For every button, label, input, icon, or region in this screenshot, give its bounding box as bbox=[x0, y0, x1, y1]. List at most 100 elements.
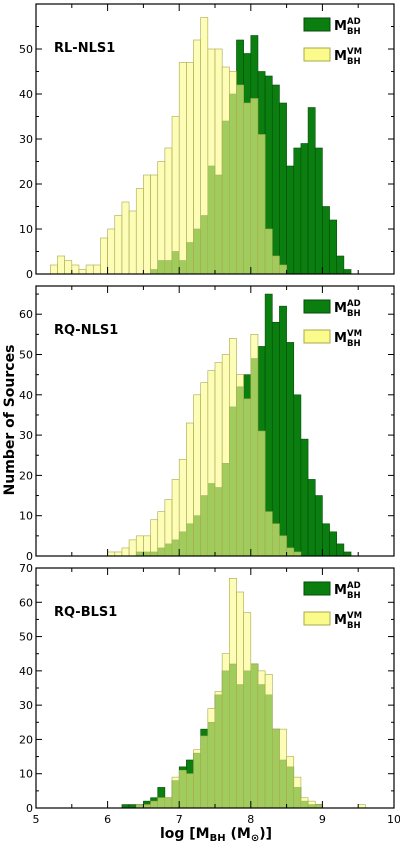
bar-vm bbox=[279, 728, 287, 809]
bar-vm bbox=[200, 17, 209, 275]
bar-ad bbox=[286, 342, 295, 557]
bar-vm bbox=[150, 800, 159, 809]
bar-vm bbox=[92, 264, 101, 275]
bar-ad bbox=[314, 495, 323, 557]
panel-label: RL-NLS1 bbox=[54, 41, 115, 56]
bar-vm bbox=[286, 547, 295, 557]
bar-vm bbox=[128, 210, 137, 275]
bar-vm bbox=[164, 797, 173, 809]
legend-label-vm: MVM BH bbox=[334, 329, 362, 349]
y-tick-label: 40 bbox=[19, 665, 33, 678]
bar-vm bbox=[171, 479, 180, 557]
bar-vm bbox=[221, 354, 230, 557]
bar-vm bbox=[164, 147, 173, 275]
bar-vm bbox=[171, 776, 180, 809]
bar-vm bbox=[271, 728, 280, 809]
y-axis-title: Number of Sources bbox=[2, 345, 18, 496]
x-tick-label: 8 bbox=[247, 813, 254, 826]
y-tick-label: 0 bbox=[26, 268, 33, 281]
legend-swatch-vm bbox=[303, 47, 331, 62]
bar-ad bbox=[329, 219, 338, 275]
bar-ad bbox=[322, 523, 330, 557]
bar-vm bbox=[121, 201, 130, 275]
x-axis-title: log [MBH (M⊙)] bbox=[160, 826, 272, 844]
y-tick-label: 20 bbox=[19, 178, 33, 191]
y-tick-label: 60 bbox=[19, 308, 33, 321]
bar-vm bbox=[271, 523, 280, 557]
y-tick-label: 10 bbox=[19, 223, 33, 236]
bar-vm bbox=[100, 237, 108, 275]
y-tick-label: 40 bbox=[19, 88, 33, 101]
bar-ad bbox=[271, 321, 280, 557]
bar-vm bbox=[78, 269, 87, 275]
bar-vm bbox=[214, 48, 223, 275]
y-tick-label: 60 bbox=[19, 596, 33, 609]
bar-ad bbox=[307, 479, 316, 557]
legend-swatch-vm bbox=[303, 329, 331, 344]
bar-vm bbox=[293, 776, 302, 809]
bar-vm bbox=[157, 511, 166, 557]
bar-vm bbox=[193, 394, 201, 557]
bar-vm bbox=[157, 797, 166, 809]
bar-ad bbox=[300, 438, 309, 557]
legend-label-ad: MAD BH bbox=[334, 581, 361, 601]
bar-vm bbox=[107, 228, 116, 275]
bar-vm bbox=[207, 708, 216, 809]
bar-ad bbox=[279, 305, 287, 557]
y-tick-label: 0 bbox=[26, 802, 33, 815]
bar-vm bbox=[250, 334, 259, 557]
bar-vm bbox=[50, 264, 58, 275]
bar-ad bbox=[343, 551, 352, 557]
x-tick-label: 7 bbox=[176, 813, 183, 826]
y-tick-label: 50 bbox=[19, 349, 33, 362]
legend-label-ad: MAD BH bbox=[334, 299, 361, 319]
panel-rq-bls1: 0 10 20 30 40 50 60 70 RQ-BLS1 MAD BH MVM BH bbox=[19, 562, 395, 815]
bar-ad bbox=[286, 165, 295, 275]
y-tick-label: 50 bbox=[19, 631, 33, 644]
bar-ad bbox=[336, 255, 345, 275]
bar-vm bbox=[279, 264, 287, 275]
y-tick-label: 40 bbox=[19, 389, 33, 402]
bar-ad bbox=[322, 206, 330, 275]
bar-vm bbox=[186, 62, 194, 275]
bar-vm bbox=[178, 62, 187, 275]
bar-vm bbox=[264, 673, 273, 809]
y-tick-label: 10 bbox=[19, 768, 33, 781]
bar-vm bbox=[300, 797, 309, 809]
y-tick-label: 30 bbox=[19, 699, 33, 712]
bar-vm bbox=[150, 519, 159, 557]
bar-vm bbox=[214, 691, 223, 809]
bar-vm bbox=[164, 499, 173, 557]
legend-label-ad: MAD BH bbox=[334, 17, 361, 37]
panel-label: RQ-NLS1 bbox=[54, 323, 118, 338]
bar-vm bbox=[229, 338, 237, 557]
bar-vm bbox=[128, 539, 137, 557]
x-tick-label: 10 bbox=[387, 813, 400, 826]
bar-vm bbox=[114, 551, 123, 557]
bar-vm bbox=[200, 382, 209, 557]
panel-label: RQ-BLS1 bbox=[54, 605, 117, 620]
bar-vm bbox=[214, 362, 223, 557]
bar-vm bbox=[193, 749, 201, 809]
bar-vm bbox=[229, 577, 237, 809]
bar-ad bbox=[300, 143, 309, 275]
bar-vm bbox=[135, 535, 144, 557]
bar-ad bbox=[279, 102, 287, 275]
y-tick-label: 30 bbox=[19, 133, 33, 146]
bar-vm bbox=[221, 66, 230, 275]
bar-vm bbox=[64, 260, 73, 275]
bar-vm bbox=[178, 769, 187, 809]
bar-vm bbox=[171, 116, 180, 275]
bar-vm bbox=[107, 551, 116, 557]
bar-vm bbox=[207, 370, 216, 557]
bar-vm bbox=[307, 800, 316, 809]
bar-vm bbox=[186, 422, 194, 557]
y-tick-label: 30 bbox=[19, 429, 33, 442]
legend-swatch-ad bbox=[303, 299, 331, 314]
bar-vm bbox=[243, 102, 252, 275]
x-tick-label: 6 bbox=[104, 813, 111, 826]
bar-vm bbox=[57, 255, 65, 275]
bar-ad bbox=[271, 84, 280, 275]
bar-vm bbox=[186, 773, 194, 809]
